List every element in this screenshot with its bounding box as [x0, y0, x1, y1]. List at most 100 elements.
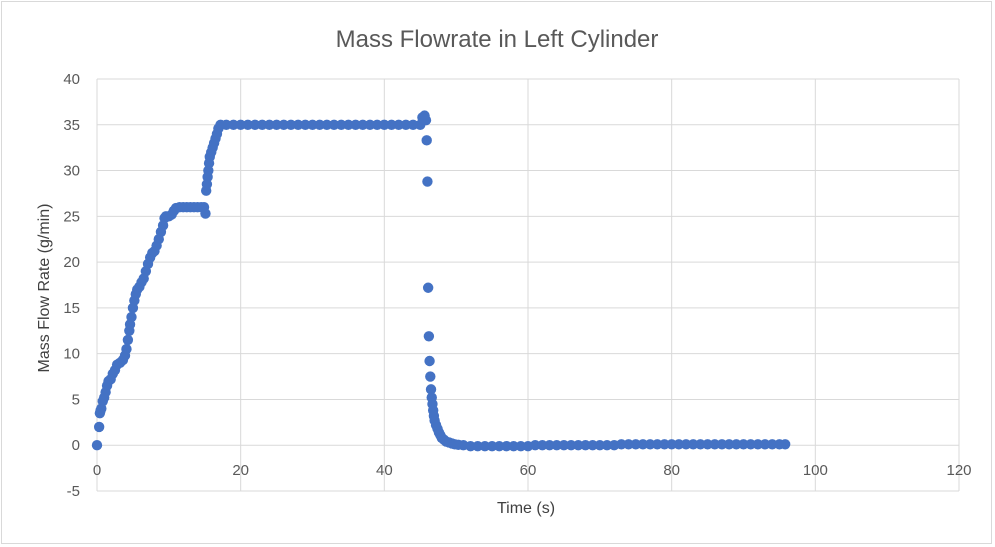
data-point	[673, 439, 685, 450]
data-point	[257, 119, 268, 130]
data-point	[472, 440, 483, 452]
x-axis-title: Time (s)	[497, 500, 555, 517]
data-point	[407, 119, 419, 130]
data-point	[515, 440, 527, 452]
x-tick-label: 80	[663, 462, 680, 479]
data-point	[314, 119, 325, 130]
data-point	[630, 439, 641, 450]
y-tick-label: -5	[67, 483, 80, 500]
data-point	[767, 439, 778, 450]
data-point	[644, 439, 656, 450]
gridlines	[96, 78, 960, 492]
data-point	[93, 421, 105, 433]
data-point	[264, 119, 275, 130]
data-point	[702, 439, 713, 450]
y-tick-label: 15	[63, 300, 80, 317]
data-point	[364, 119, 376, 130]
data-point	[242, 119, 254, 130]
data-point	[752, 439, 764, 450]
data-point	[122, 334, 134, 346]
data-point	[659, 439, 670, 450]
data-point	[731, 439, 742, 450]
data-point	[479, 440, 491, 452]
data-point	[680, 439, 692, 450]
data-point	[200, 208, 211, 219]
data-point	[271, 119, 282, 130]
data-point	[328, 119, 340, 130]
data-point	[587, 440, 598, 451]
data-point	[278, 119, 289, 130]
data-point	[307, 119, 318, 130]
data-point	[285, 119, 297, 130]
data-point	[508, 440, 519, 452]
data-point	[425, 371, 436, 382]
x-tick-label: 120	[946, 462, 971, 479]
data-point	[709, 439, 720, 450]
data-point	[601, 440, 613, 451]
y-tick-label: 0	[72, 437, 80, 454]
data-point	[486, 440, 498, 452]
data-point	[494, 440, 505, 452]
data-point	[292, 119, 304, 130]
data-point	[616, 439, 627, 450]
data-point	[421, 135, 432, 146]
y-tick-label: 5	[72, 391, 80, 408]
data-point	[716, 439, 728, 450]
x-tick-label: 20	[232, 462, 249, 479]
data-point	[422, 282, 434, 293]
data-point	[465, 440, 476, 452]
data-point	[423, 331, 435, 342]
data-point	[544, 440, 555, 451]
data-point	[652, 439, 663, 450]
data-point	[343, 119, 354, 130]
data-point	[321, 119, 333, 130]
data-point	[400, 119, 412, 130]
data-point	[121, 343, 132, 355]
data-point	[249, 119, 261, 130]
data-point	[779, 439, 791, 450]
data-point	[623, 439, 634, 450]
data-point	[537, 440, 548, 451]
x-tick-label: 60	[520, 462, 537, 479]
data-point	[573, 440, 584, 451]
data-point	[501, 440, 512, 452]
data-point	[336, 119, 347, 130]
data-point	[759, 439, 771, 450]
data-point	[695, 439, 706, 450]
data-points	[91, 110, 791, 452]
x-tick-label: 0	[93, 462, 101, 479]
data-point	[91, 440, 103, 451]
data-point	[558, 440, 570, 451]
data-point	[565, 440, 577, 451]
data-point	[300, 119, 311, 130]
data-point	[386, 119, 397, 130]
data-point	[425, 384, 437, 395]
data-point	[745, 439, 756, 450]
y-axis-title: Mass Flow Rate (g/min)	[36, 204, 53, 373]
data-point	[594, 440, 606, 451]
data-point	[420, 115, 432, 126]
data-point	[738, 439, 749, 450]
data-point	[228, 119, 239, 130]
data-point	[350, 119, 361, 130]
data-point	[422, 176, 433, 187]
data-point	[235, 119, 246, 130]
data-point	[723, 439, 735, 450]
chart-title: Mass Flowrate in Left Cylinder	[336, 26, 659, 53]
data-point	[580, 440, 591, 451]
data-point	[529, 440, 541, 451]
x-tick-label: 100	[803, 462, 828, 479]
y-tick-label: 25	[63, 208, 80, 225]
data-point	[688, 439, 699, 450]
y-tick-label: 40	[63, 71, 80, 88]
tick-labels: -5 0 5 10 15 20 25 30 35 40 0 20 40 60 80 100 120	[63, 71, 971, 500]
data-point	[126, 311, 137, 323]
data-point	[424, 355, 435, 367]
data-point	[666, 439, 677, 450]
y-tick-label: 10	[63, 346, 80, 363]
data-point	[221, 119, 232, 130]
y-tick-label: 30	[63, 163, 80, 180]
data-point	[379, 119, 390, 130]
